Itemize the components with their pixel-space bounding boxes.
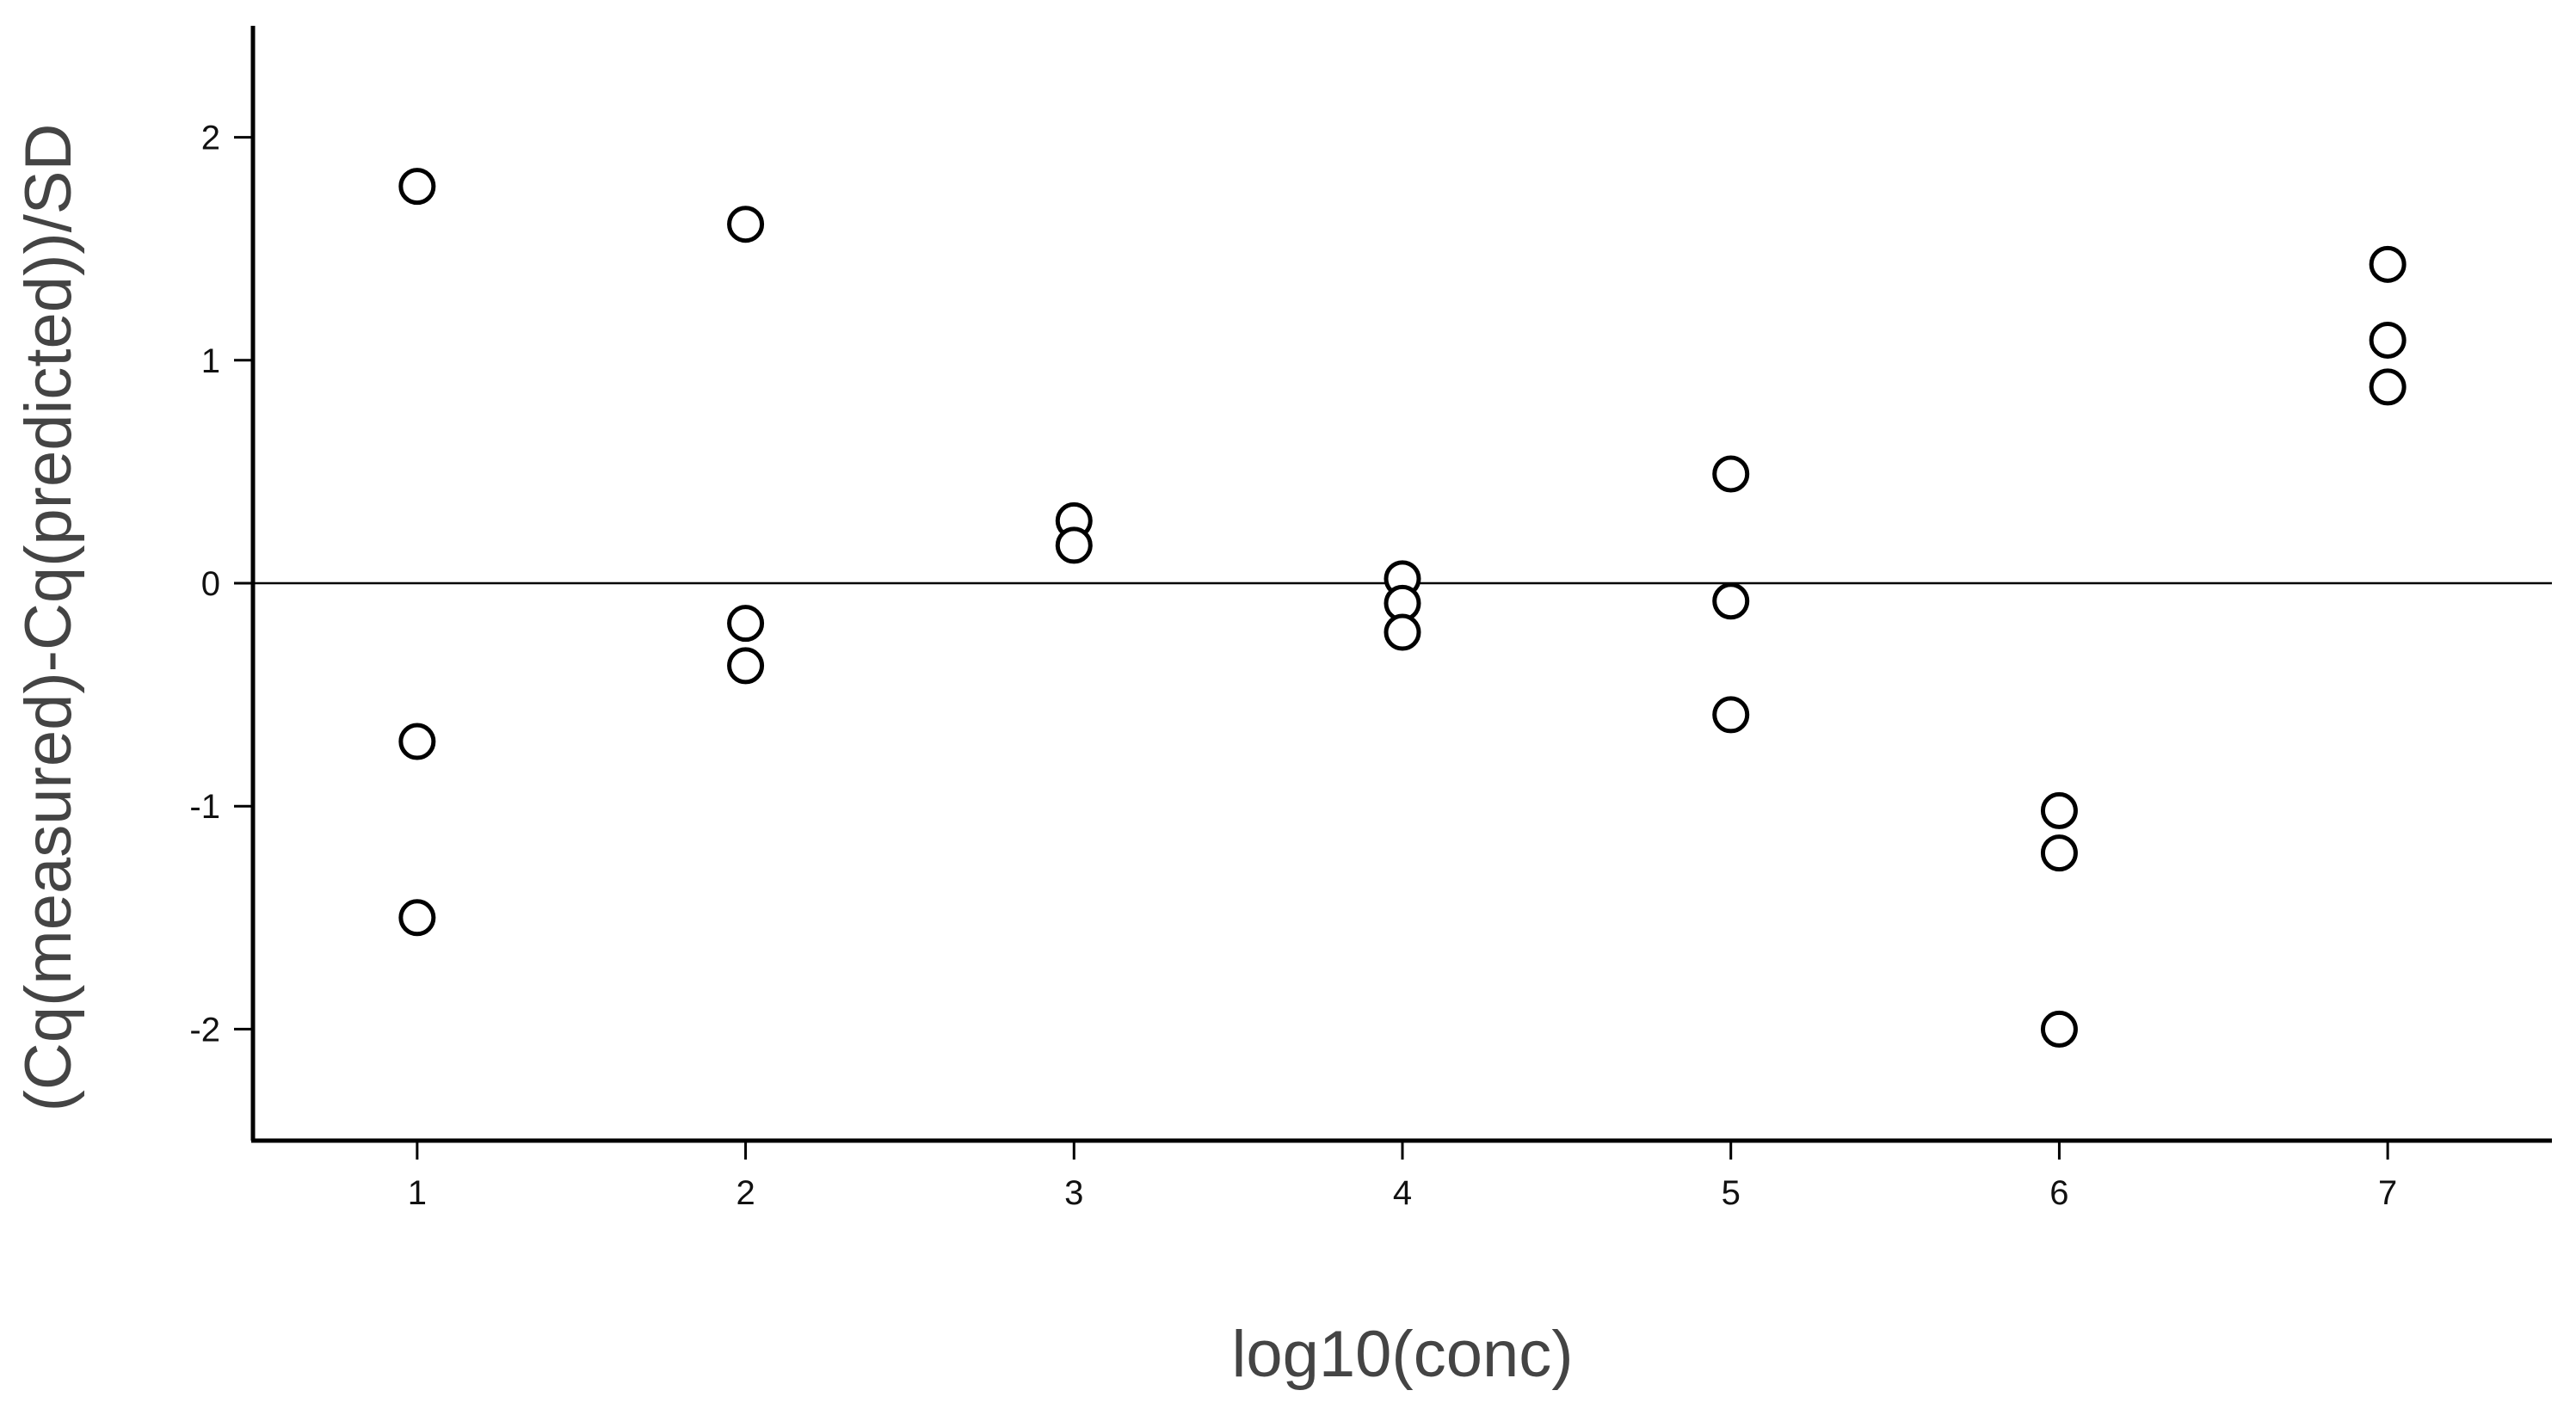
data-points [398, 168, 2407, 1048]
data-point [1712, 582, 1750, 620]
x-tick-label: 3 [1064, 1174, 1083, 1212]
data-point [727, 647, 765, 685]
x-tick-label: 2 [736, 1174, 755, 1212]
x-axis-title: log10(conc) [1231, 1318, 1573, 1391]
data-point [2040, 791, 2078, 829]
data-point [727, 605, 765, 643]
y-tick-label: -1 [189, 788, 220, 826]
data-point [1055, 526, 1093, 564]
x-tick-label: 5 [1722, 1174, 1741, 1212]
x-tick-label: 6 [2049, 1174, 2068, 1212]
data-point [1712, 696, 1750, 734]
x-axis-ticks: 1 2 3 4 5 6 7 [408, 1141, 2397, 1212]
data-point [2369, 368, 2407, 406]
data-point [2369, 321, 2407, 359]
x-tick-label: 4 [1393, 1174, 1412, 1212]
data-point [398, 899, 436, 937]
data-point [398, 168, 436, 206]
x-tick-label: 7 [2378, 1174, 2397, 1212]
data-point [2369, 245, 2407, 283]
plot-area: -2 -1 0 1 2 1 2 3 4 5 6 7 [189, 26, 2552, 1212]
y-tick-label: 2 [201, 120, 220, 157]
y-axis-ticks: -2 -1 0 1 2 [189, 120, 253, 1049]
data-point [1384, 613, 1421, 651]
data-point [727, 206, 765, 243]
y-tick-label: 0 [201, 565, 220, 603]
x-tick-label: 1 [408, 1174, 427, 1212]
y-axis-title: (Cq(measured)-Cq(predicted))/SD [12, 124, 85, 1112]
data-point [1712, 455, 1750, 493]
y-tick-label: 1 [201, 342, 220, 380]
data-point [2040, 834, 2078, 872]
y-tick-label: -2 [189, 1011, 220, 1049]
data-point [2040, 1010, 2078, 1048]
data-point [398, 723, 436, 760]
